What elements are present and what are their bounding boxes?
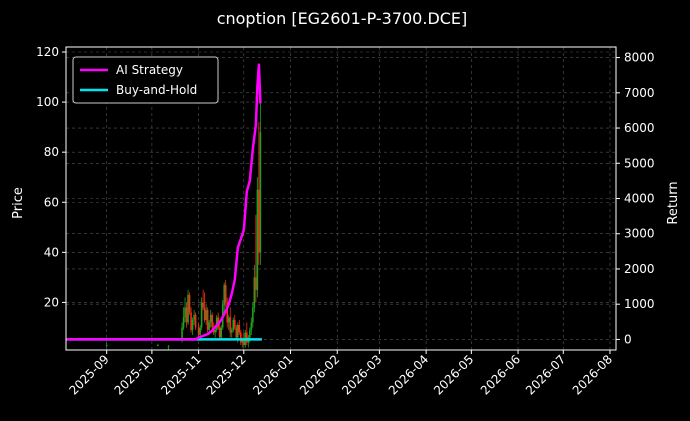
candle-body	[229, 317, 232, 333]
candle-body	[200, 302, 203, 328]
candle-body	[246, 332, 248, 343]
candle-body	[226, 302, 229, 323]
candle-body	[243, 339, 245, 345]
chart-title: cnoption [EG2601-P-3700.DCE]	[217, 9, 468, 28]
y-tick-label: 40	[44, 245, 59, 259]
candle-body	[239, 332, 242, 343]
candles	[105, 102, 262, 350]
candle-body	[232, 319, 235, 330]
y-axis-label: Price	[11, 187, 26, 219]
candle-body	[241, 339, 244, 343]
candle-body	[190, 312, 192, 330]
candle-body	[193, 314, 195, 320]
legend: AI Strategy Buy-and-Hold	[72, 56, 219, 104]
y2-tick-label: 7000	[624, 86, 655, 100]
candle-body	[253, 277, 256, 308]
candle-body	[105, 344, 108, 346]
y2-tick-label: 1000	[624, 297, 655, 311]
legend-label: Buy-and-Hold	[116, 83, 197, 97]
candle-body	[223, 284, 226, 305]
candle-body	[218, 327, 221, 338]
candle-body	[259, 132, 262, 253]
candle-body	[227, 317, 230, 323]
y2-tick-label: 5000	[624, 156, 655, 170]
candle-body	[197, 327, 200, 335]
candle-body	[203, 307, 206, 320]
candle-body	[157, 344, 159, 346]
candle-body	[167, 346, 170, 348]
y2-tick-label: 3000	[624, 227, 655, 241]
y-tick-label: 100	[36, 95, 59, 109]
candle-body	[224, 284, 227, 303]
y-axis-right: 0 1000 2000 3000 4000 5000 6000 7000 8000	[616, 51, 655, 346]
candle-body	[258, 189, 260, 253]
candle-body	[236, 324, 239, 338]
candle-body	[202, 302, 204, 308]
y-tick-label: 80	[44, 145, 59, 159]
candle-body	[249, 329, 251, 338]
candle-body	[252, 307, 254, 323]
y-axis-left: 20 40 60 80 100 120	[36, 45, 66, 309]
legend-label: AI Strategy	[116, 63, 183, 77]
y2-tick-label: 6000	[624, 121, 655, 135]
series-lines	[66, 63, 262, 341]
y2-tick-label: 2000	[624, 262, 655, 276]
y2-axis-label: Return	[666, 181, 681, 224]
candle-body	[233, 319, 236, 328]
candle-body	[220, 327, 223, 338]
y-tick-label: 60	[44, 195, 59, 209]
candle-body	[191, 319, 194, 330]
y-tick-label: 120	[36, 45, 59, 59]
candle-body	[209, 314, 212, 323]
candle-body	[208, 322, 210, 330]
candle-body	[256, 189, 259, 290]
candle-body	[250, 322, 253, 330]
candle-body	[199, 327, 201, 335]
candle-body	[214, 329, 216, 333]
candle-body	[230, 329, 233, 333]
candle-body	[255, 277, 257, 290]
y2-tick-label: 0	[624, 332, 632, 346]
candle-body	[238, 324, 241, 333]
y2-tick-label: 4000	[624, 192, 655, 206]
candle-body	[211, 314, 213, 328]
candle-body	[206, 309, 209, 330]
candle-body	[188, 294, 191, 313]
candle-body	[235, 327, 238, 338]
y2-tick-label: 8000	[624, 51, 655, 65]
candle-body	[205, 309, 207, 320]
legend-box	[72, 56, 219, 104]
candle-body	[185, 307, 188, 323]
series-line-ai-strategy	[66, 63, 262, 341]
candle-body	[182, 317, 185, 328]
candle-body	[181, 327, 183, 340]
y-tick-label: 20	[44, 295, 59, 309]
candle-body	[184, 307, 186, 318]
candle-body	[194, 314, 197, 328]
candle-body	[187, 294, 189, 323]
